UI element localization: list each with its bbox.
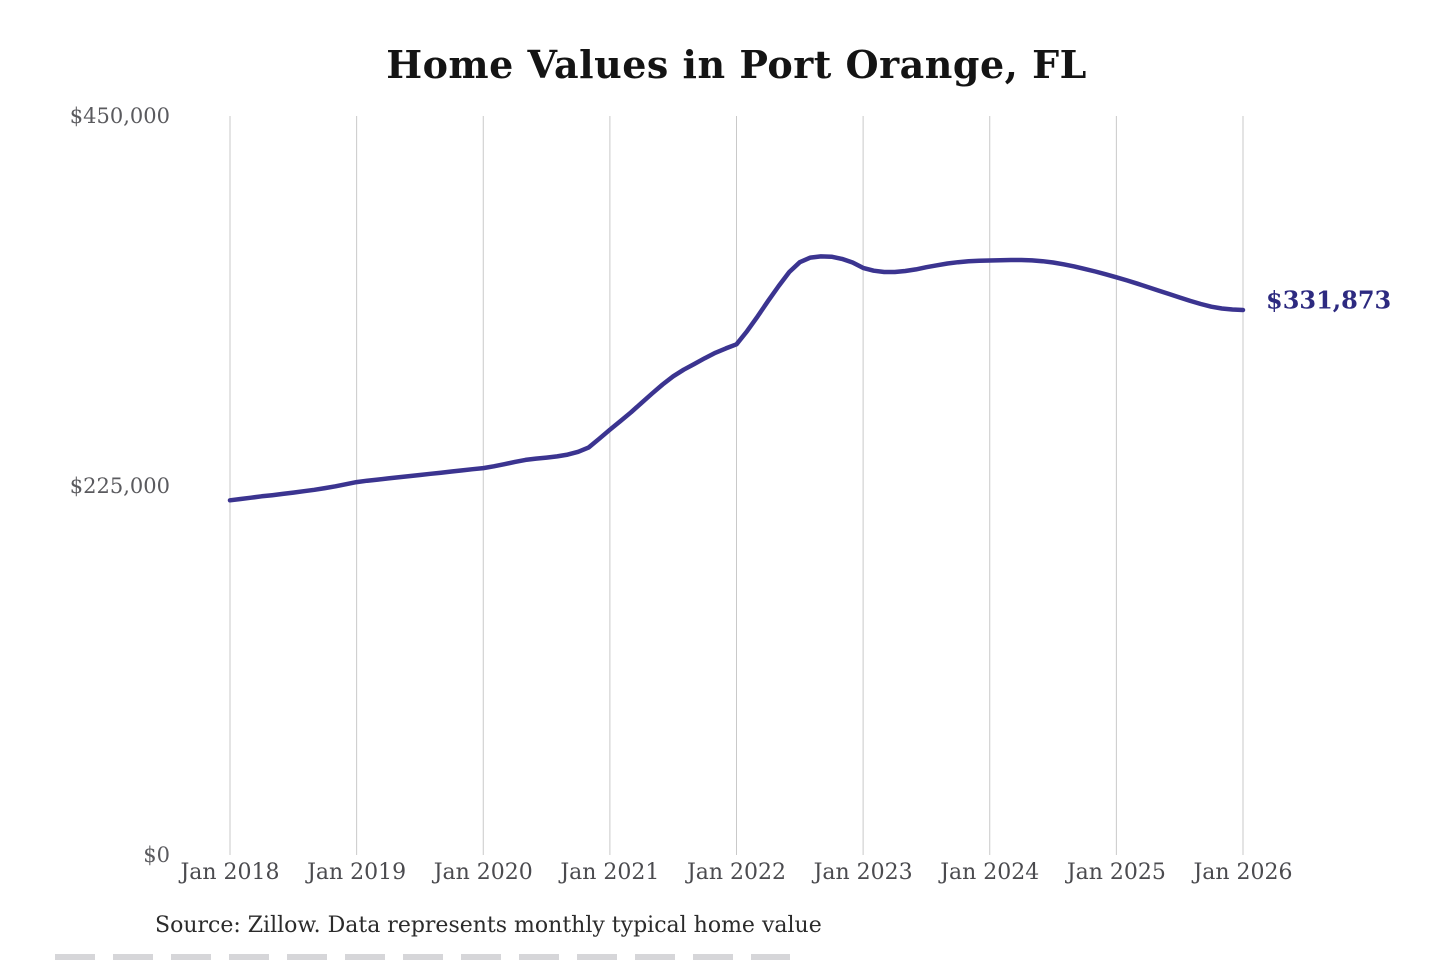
y-tick-label: $225,000 (69, 473, 170, 498)
x-tick-label: Jan 2025 (1066, 860, 1166, 885)
x-tick-label: Jan 2026 (1193, 860, 1293, 885)
x-tick-label: Jan 2024 (940, 860, 1040, 885)
value-line (227, 254, 1246, 503)
y-tick-label: $450,000 (69, 104, 170, 128)
source-note: Source: Zillow. Data represents monthly … (155, 913, 822, 938)
x-tick-label: Jan 2023 (813, 860, 913, 885)
x-tick-label: Jan 2019 (307, 860, 407, 885)
y-tick-label: $0 (143, 843, 170, 867)
x-tick-label: Jan 2018 (180, 860, 280, 885)
chart-title: Home Values in Port Orange, FL (386, 42, 1087, 87)
gridlines (229, 116, 1244, 855)
cropped-text-row (55, 954, 790, 960)
x-tick-label: Jan 2021 (560, 860, 660, 885)
x-tick-label: Jan 2022 (686, 860, 787, 885)
last-value-label: $331,873 (1266, 285, 1392, 315)
x-tick-label: Jan 2020 (433, 860, 533, 885)
